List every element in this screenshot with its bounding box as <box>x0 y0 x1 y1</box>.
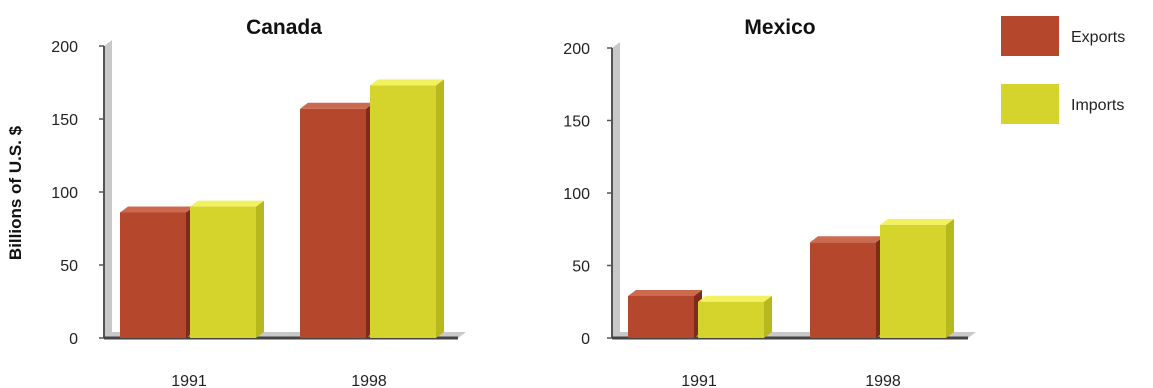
bar-front-face <box>628 295 694 338</box>
bar-side-face <box>764 295 772 338</box>
y-tick-label: 50 <box>60 258 78 275</box>
x-category-label: 1991 <box>681 373 717 388</box>
bar-front-face <box>880 224 946 338</box>
y-tick-label: 150 <box>563 114 590 131</box>
chart-panel-mexico: Mexico 0 50 100 150 200 1991 1998 <box>563 16 976 388</box>
bar-imports-1998 <box>370 79 444 339</box>
bars-group <box>628 218 954 338</box>
bar-top-face <box>190 200 264 207</box>
y-tick-label: 200 <box>563 41 590 58</box>
legend-label-exports: Exports <box>1071 29 1125 46</box>
bar-front-face <box>300 108 366 338</box>
y-tick-label: 150 <box>51 112 78 129</box>
y-tick-label: 100 <box>51 185 78 202</box>
x-axis-categories: 1991 1998 <box>681 373 901 388</box>
legend-swatch-imports <box>1001 84 1059 124</box>
bars-group <box>120 79 444 339</box>
chart-title: Mexico <box>744 16 815 39</box>
y-tick-label: 0 <box>69 331 78 348</box>
bar-side-face <box>436 79 444 339</box>
bar-imports-1991 <box>190 200 264 338</box>
bar-front-face <box>120 212 186 338</box>
chart-panel-canada: Canada 0 50 100 150 200 1991 1998 <box>51 16 466 388</box>
bar-exports-1998 <box>300 102 374 338</box>
bar-exports-1991 <box>628 289 702 338</box>
y-axis-wall <box>104 40 112 338</box>
legend: Exports Imports <box>1001 16 1125 124</box>
chart-title: Canada <box>246 16 322 39</box>
bar-front-face <box>810 242 876 338</box>
bar-exports-1991 <box>120 206 194 338</box>
bar-top-face <box>880 218 954 225</box>
x-category-label: 1998 <box>351 373 387 388</box>
y-axis-ticks: 0 50 100 150 200 <box>51 39 78 348</box>
x-category-label: 1991 <box>171 373 207 388</box>
y-tick-label: 100 <box>563 186 590 203</box>
bar-top-face <box>628 289 702 296</box>
legend-label-imports: Imports <box>1071 97 1124 114</box>
bar-top-face <box>810 236 884 243</box>
bar-side-face <box>256 200 264 338</box>
bar-exports-1998 <box>810 236 884 338</box>
bar-top-face <box>698 295 772 302</box>
y-axis-label: Billions of U.S. $ <box>6 125 25 260</box>
y-tick-label: 0 <box>581 331 590 348</box>
bar-top-face <box>120 206 194 213</box>
y-tick-label: 50 <box>572 259 590 276</box>
y-axis-ticks: 0 50 100 150 200 <box>563 41 590 348</box>
bar-imports-1991 <box>698 295 772 338</box>
y-axis-wall <box>612 42 620 338</box>
x-axis-categories: 1991 1998 <box>171 373 387 388</box>
bar-top-face <box>370 79 444 86</box>
legend-swatch-exports <box>1001 16 1059 56</box>
bar-top-face <box>300 102 374 109</box>
bar-imports-1998 <box>880 218 954 338</box>
bar-front-face <box>190 206 256 338</box>
y-tick-label: 200 <box>51 39 78 56</box>
bar-front-face <box>698 301 764 338</box>
x-category-label: 1998 <box>865 373 901 388</box>
bar-front-face <box>370 85 436 338</box>
bar-side-face <box>946 218 954 338</box>
